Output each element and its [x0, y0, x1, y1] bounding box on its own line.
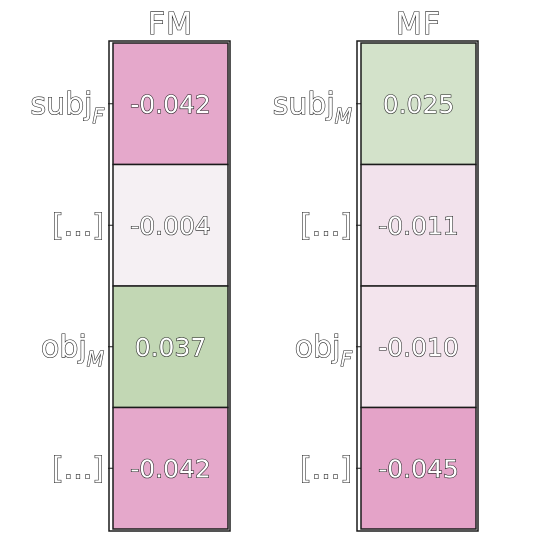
row-label: objM: [41, 330, 104, 371]
panel-mf: MF0.025subjM-0.011[...]-0.010objF-0.045[…: [272, 6, 479, 532]
row-label-text: [...]: [300, 451, 352, 486]
row-label-text: subj: [30, 87, 92, 122]
row-label-subscript: M: [87, 347, 104, 371]
cell-value-label: 0.037: [135, 333, 207, 362]
panel-frame: [356, 40, 479, 532]
cell-value-label: -0.042: [130, 454, 211, 483]
heatmap-cell: [112, 406, 229, 530]
cell-value-label: -0.010: [378, 333, 459, 362]
heatmap-cell: [360, 42, 477, 166]
cell-value-label: 0.025: [383, 90, 455, 119]
panel-title: MF: [396, 7, 441, 42]
row-label: [...]: [300, 451, 352, 486]
cell-value-label: -0.004: [130, 211, 211, 240]
row-label: [...]: [300, 208, 352, 243]
heatmap-cell: [112, 42, 229, 166]
row-label-text: obj: [295, 330, 341, 365]
row-label: subjM: [273, 87, 352, 128]
row-label: objF: [295, 330, 353, 371]
row-label-subscript: M: [335, 104, 352, 128]
cell-value-label: -0.011: [378, 211, 459, 240]
row-label-subscript: F: [340, 347, 352, 371]
panel-frame: [108, 40, 231, 532]
row-label: [...]: [52, 208, 104, 243]
row-label-text: [...]: [52, 451, 104, 486]
panel-title: FM: [148, 7, 193, 42]
heatmap-cell: [112, 163, 229, 287]
row-label-text: subj: [273, 87, 335, 122]
row-label-text: obj: [41, 330, 87, 365]
panel-fm: FM-0.042subjF-0.004[...]0.037objM-0.042[…: [30, 6, 231, 532]
row-label-text: [...]: [52, 208, 104, 243]
heatmap-cell: [360, 163, 477, 287]
cell-value-label: -0.042: [130, 90, 211, 119]
row-label: subjF: [30, 87, 104, 128]
heatmap-cell: [360, 406, 477, 530]
cell-value-label: -0.045: [378, 454, 459, 483]
row-label-subscript: F: [92, 104, 104, 128]
row-label-text: [...]: [300, 208, 352, 243]
row-label: [...]: [52, 451, 104, 486]
